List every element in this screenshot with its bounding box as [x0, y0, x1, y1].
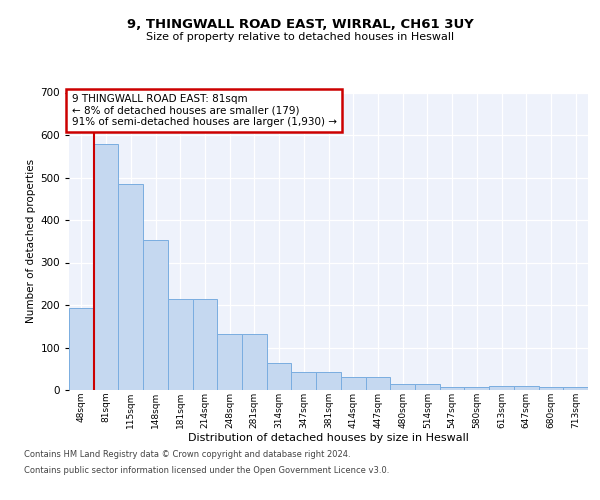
Bar [94, 144, 118, 390]
Bar [168, 299, 193, 390]
Bar [489, 386, 514, 390]
Bar [242, 334, 267, 390]
Y-axis label: Number of detached properties: Number of detached properties [26, 159, 36, 324]
Bar [267, 363, 292, 390]
Bar [563, 388, 588, 390]
Bar [217, 334, 242, 390]
Bar [292, 372, 316, 390]
Bar [415, 384, 440, 390]
Text: 9 THINGWALL ROAD EAST: 81sqm
← 8% of detached houses are smaller (179)
91% of se: 9 THINGWALL ROAD EAST: 81sqm ← 8% of det… [71, 94, 337, 127]
Bar [514, 386, 539, 390]
X-axis label: Distribution of detached houses by size in Heswall: Distribution of detached houses by size … [188, 434, 469, 444]
Bar [118, 184, 143, 390]
Text: Contains public sector information licensed under the Open Government Licence v3: Contains public sector information licen… [24, 466, 389, 475]
Bar [464, 386, 489, 390]
Text: 9, THINGWALL ROAD EAST, WIRRAL, CH61 3UY: 9, THINGWALL ROAD EAST, WIRRAL, CH61 3UY [127, 18, 473, 30]
Bar [390, 384, 415, 390]
Bar [539, 388, 563, 390]
Bar [440, 386, 464, 390]
Bar [69, 308, 94, 390]
Text: Size of property relative to detached houses in Heswall: Size of property relative to detached ho… [146, 32, 454, 42]
Bar [143, 240, 168, 390]
Text: Contains HM Land Registry data © Crown copyright and database right 2024.: Contains HM Land Registry data © Crown c… [24, 450, 350, 459]
Bar [316, 372, 341, 390]
Bar [365, 377, 390, 390]
Bar [193, 299, 217, 390]
Bar [341, 377, 365, 390]
